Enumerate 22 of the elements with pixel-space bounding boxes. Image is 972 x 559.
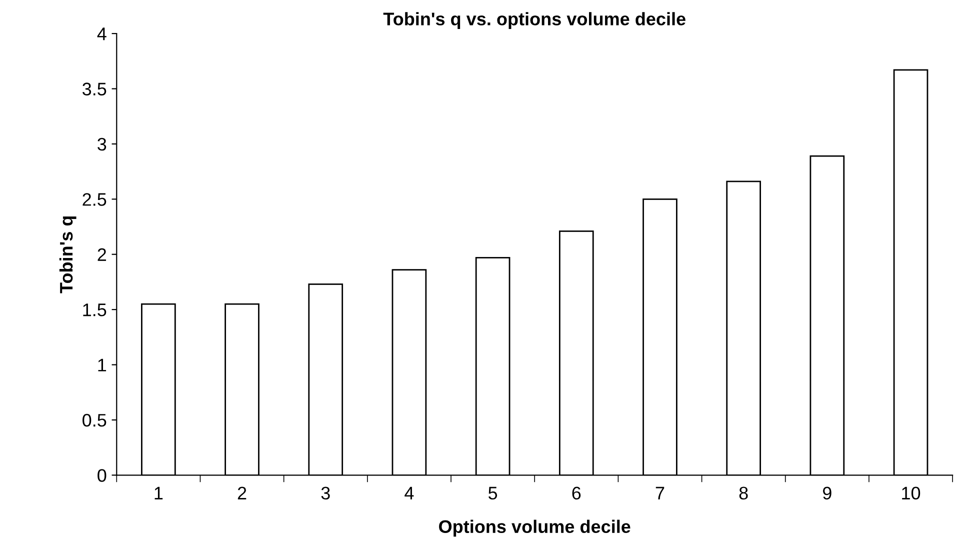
y-tick-label: 1 — [98, 358, 106, 372]
y-tick-label: 3.5 — [82, 82, 106, 96]
x-tick-label: 4 — [404, 486, 414, 500]
y-tick-label: 0.5 — [82, 414, 106, 427]
y-tick-label: 4 — [97, 28, 106, 40]
x-tick-label: 2 — [238, 486, 246, 500]
x-tick-label: 10 — [902, 486, 920, 500]
x-tick-label: 5 — [488, 486, 498, 500]
y-tick-label: 2 — [98, 248, 106, 261]
chart-title: Tobin's q vs. options volume decile — [383, 12, 686, 29]
x-tick-label: 7 — [656, 486, 664, 500]
x-tick-label: 1 — [154, 486, 163, 500]
x-tick-label: 8 — [739, 486, 748, 500]
x-axis-title: Options volume decile — [439, 520, 630, 537]
x-tick-label: 3 — [321, 486, 330, 500]
y-axis-title: Tobin's q — [59, 216, 76, 294]
x-tick-label: 6 — [572, 486, 581, 500]
y-tick-label: 2.5 — [82, 193, 106, 206]
x-tick-label: 9 — [823, 486, 832, 500]
y-tick-label: 1.5 — [83, 304, 106, 316]
y-tick-label: 0 — [98, 469, 106, 482]
y-tick-label: 3 — [98, 138, 106, 151]
